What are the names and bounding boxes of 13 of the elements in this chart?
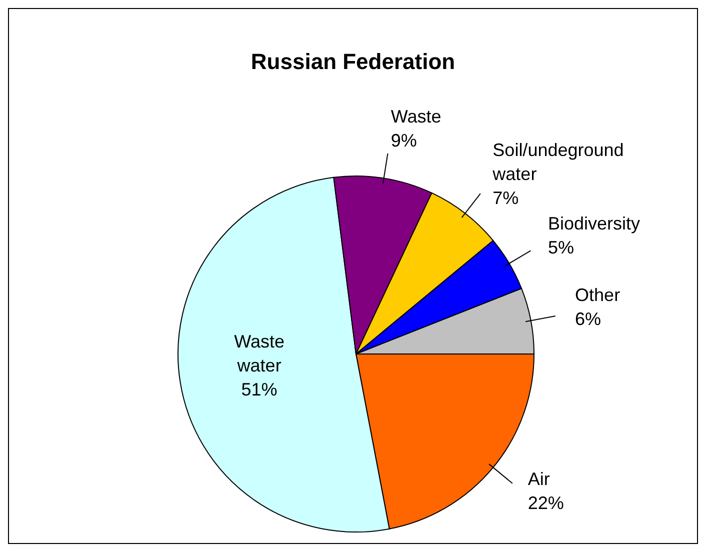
slice-label: Air	[528, 469, 550, 490]
slice-label: Soil/undeground water	[492, 140, 624, 184]
data-label: 22%	[528, 493, 564, 514]
data-label: 7%	[492, 188, 519, 208]
data-label: 9%	[390, 130, 417, 151]
data-label: 5%	[548, 237, 574, 258]
slice-label: Biodiversity	[548, 213, 640, 234]
data-label: 6%	[575, 309, 602, 330]
slice-label: Waste	[390, 106, 442, 127]
data-label: 51%	[241, 379, 278, 400]
slice-label: Waste water	[234, 331, 284, 376]
slice-label: Other	[575, 285, 620, 306]
chart-title: Russian Federation	[250, 49, 456, 75]
